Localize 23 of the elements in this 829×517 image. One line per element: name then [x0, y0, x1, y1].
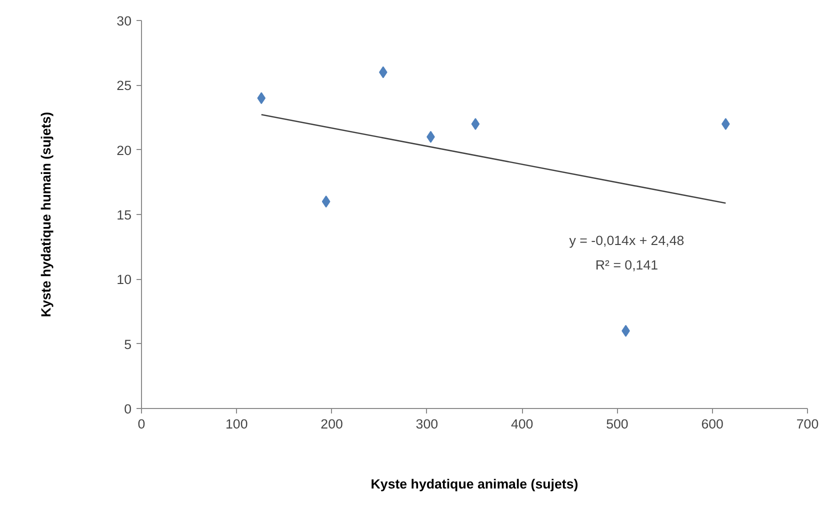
y-tick-label: 25 — [116, 78, 132, 94]
annotation: y = -0,014x + 24,48 — [569, 233, 684, 248]
x-axis-title: Kyste hydatique animale (sujets) — [370, 476, 578, 492]
x-tick-label: 300 — [416, 416, 438, 432]
point — [378, 66, 388, 78]
y-tick-label: 0 — [124, 402, 132, 416]
y-tick-label: 5 — [124, 336, 132, 352]
y-tick-label: 20 — [116, 142, 132, 158]
point — [257, 92, 266, 104]
y-axis-title: Kyste hydatique humain (sujets) — [38, 112, 54, 318]
x-tick-label: 700 — [796, 416, 819, 432]
x-tick-label: 100 — [226, 416, 248, 432]
x-tick-label: 400 — [510, 416, 534, 432]
point — [322, 196, 330, 208]
x-tick-label: 200 — [320, 416, 343, 432]
y-tick-label: 15 — [116, 208, 132, 222]
x-tick-label: 600 — [701, 416, 724, 432]
y-tick-label: 30 — [116, 14, 132, 28]
annotation: R² = 0,141 — [595, 258, 658, 273]
point — [471, 118, 480, 130]
x-tick-label: 500 — [606, 416, 628, 432]
x-tick-label: 0 — [138, 416, 146, 432]
y-tick-label: 10 — [116, 272, 132, 288]
